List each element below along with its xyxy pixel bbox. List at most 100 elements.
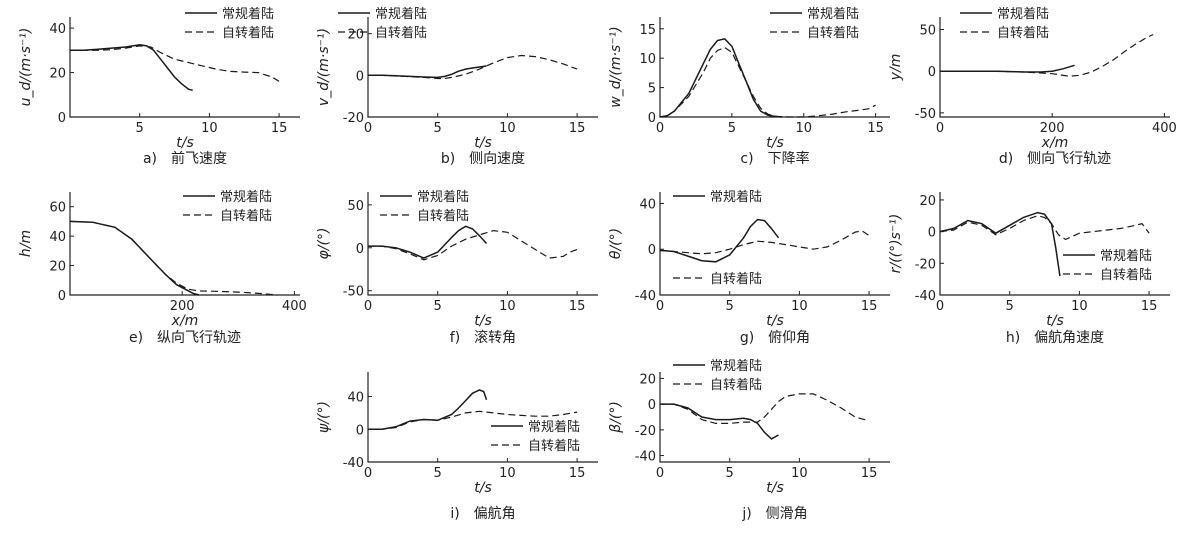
legend-label: 自转着陆 xyxy=(807,25,859,41)
series-line-conventional xyxy=(368,225,488,259)
x-tick-label: 5 xyxy=(434,466,442,481)
panel-caption: e) 纵向飞行轨迹 xyxy=(129,330,241,346)
series-line-autorotation xyxy=(659,46,876,118)
x-tick-label: 5 xyxy=(136,121,144,136)
y-tick-label: 0 xyxy=(648,243,656,258)
y-tick-label: 0 xyxy=(356,69,364,84)
x-tick-label: 5 xyxy=(434,121,442,136)
y-axis-label: r/((°)s⁻¹) xyxy=(888,214,904,274)
y-tick-label: 20 xyxy=(639,372,656,387)
x-tick-label: 5 xyxy=(434,299,442,314)
x-tick-label: 0 xyxy=(936,121,944,136)
y-tick-label: 40 xyxy=(639,197,656,212)
x-tick-label: 10 xyxy=(499,466,516,481)
x-axis-label: t/s xyxy=(766,480,784,496)
x-axis-label: t/s xyxy=(1046,313,1064,329)
x-tick-label: 200 xyxy=(1040,121,1065,136)
y-axis-label: u_d/(m·s⁻¹) xyxy=(18,28,34,107)
series-line-autorotation xyxy=(70,45,280,82)
panel-caption: j) 侧滑角 xyxy=(741,505,807,522)
y-tick-label: -50 xyxy=(343,285,364,300)
y-tick-label: 5 xyxy=(648,82,656,97)
x-tick-label: 400 xyxy=(282,299,307,314)
panel-caption: a) 前飞速度 xyxy=(143,150,227,167)
x-tick-label: 0 xyxy=(364,299,372,314)
legend-label: 常规着陆 xyxy=(807,6,859,22)
legend-label: 常规着陆 xyxy=(1100,248,1152,264)
series-line-conventional xyxy=(69,220,200,296)
y-tick-label: -50 xyxy=(915,107,936,122)
legend-label: 常规着陆 xyxy=(222,6,274,22)
x-axis-label: t/s xyxy=(474,135,492,151)
x-tick-label: 5 xyxy=(726,466,734,481)
legend-label: 常规着陆 xyxy=(528,419,580,435)
legend-label: 常规着陆 xyxy=(417,189,469,205)
series-line-autorotation xyxy=(939,215,1150,241)
y-tick-label: 10 xyxy=(639,52,656,67)
y-tick-label: 0 xyxy=(928,65,936,80)
panel-caption: h) 偏航角速度 xyxy=(1006,330,1104,346)
legend-label: 自转着陆 xyxy=(528,438,580,454)
legend-label: 常规着陆 xyxy=(710,358,762,374)
x-tick-label: 0 xyxy=(656,466,664,481)
series-line-conventional xyxy=(659,37,783,118)
x-tick-label: 5 xyxy=(1006,299,1014,314)
y-tick-label: 0 xyxy=(58,289,66,304)
legend-label: 自转着陆 xyxy=(710,271,762,287)
y-tick-label: 20 xyxy=(49,67,66,82)
x-tick-label: 10 xyxy=(499,299,516,314)
x-axis-label: x/m xyxy=(171,313,199,329)
y-tick-label: -40 xyxy=(635,450,656,465)
y-tick-label: -20 xyxy=(915,257,936,272)
x-tick-label: 0 xyxy=(364,466,372,481)
y-tick-label: 0 xyxy=(356,423,364,438)
legend-label: 自转着陆 xyxy=(220,208,272,224)
panel-caption: b) 侧向速度 xyxy=(441,151,525,167)
series-line-autorotation xyxy=(940,33,1154,77)
legend-label: 自转着陆 xyxy=(997,25,1049,41)
y-tick-label: -20 xyxy=(635,424,656,439)
y-axis-label: ψ/(°) xyxy=(316,401,332,433)
legend-label: 自转着陆 xyxy=(222,25,274,41)
series-line-conventional xyxy=(368,389,488,431)
y-tick-label: -40 xyxy=(915,289,936,304)
panel-caption: c) 下降率 xyxy=(740,150,809,167)
x-tick-label: 200 xyxy=(170,299,195,314)
series-line-autorotation xyxy=(368,410,578,430)
y-axis-label: y/m xyxy=(888,54,904,82)
legend-label: 常规着陆 xyxy=(220,189,272,205)
x-tick-label: 0 xyxy=(364,121,372,136)
legend-label: 自转着陆 xyxy=(710,377,762,393)
x-tick-label: 5 xyxy=(728,121,736,136)
legend-label: 自转着陆 xyxy=(1100,267,1152,283)
series-line-autorotation xyxy=(69,220,278,296)
series-line-autorotation xyxy=(368,229,578,261)
y-tick-label: 0 xyxy=(58,111,66,126)
axes-frame xyxy=(367,192,598,296)
y-axis-label: h/m xyxy=(18,230,34,257)
y-axis-label: w_d/(m·s⁻¹) xyxy=(608,26,624,107)
x-axis-label: x/m xyxy=(1041,135,1069,151)
y-tick-label: 40 xyxy=(347,391,364,406)
x-tick-label: 15 xyxy=(861,299,878,314)
legend-label: 常规着陆 xyxy=(997,6,1049,22)
x-tick-label: 10 xyxy=(1071,299,1088,314)
x-tick-label: 15 xyxy=(867,121,884,136)
y-tick-label: 40 xyxy=(49,22,66,37)
y-tick-label: 20 xyxy=(919,194,936,209)
y-tick-label: -20 xyxy=(343,111,364,126)
x-tick-label: 10 xyxy=(795,121,812,136)
x-axis-label: t/s xyxy=(474,313,492,329)
x-axis-label: t/s xyxy=(766,135,784,151)
y-axis-label: φ/(°) xyxy=(316,228,332,260)
series-line-autorotation xyxy=(659,230,870,255)
x-tick-label: 15 xyxy=(861,466,878,481)
x-tick-label: 15 xyxy=(569,121,586,136)
